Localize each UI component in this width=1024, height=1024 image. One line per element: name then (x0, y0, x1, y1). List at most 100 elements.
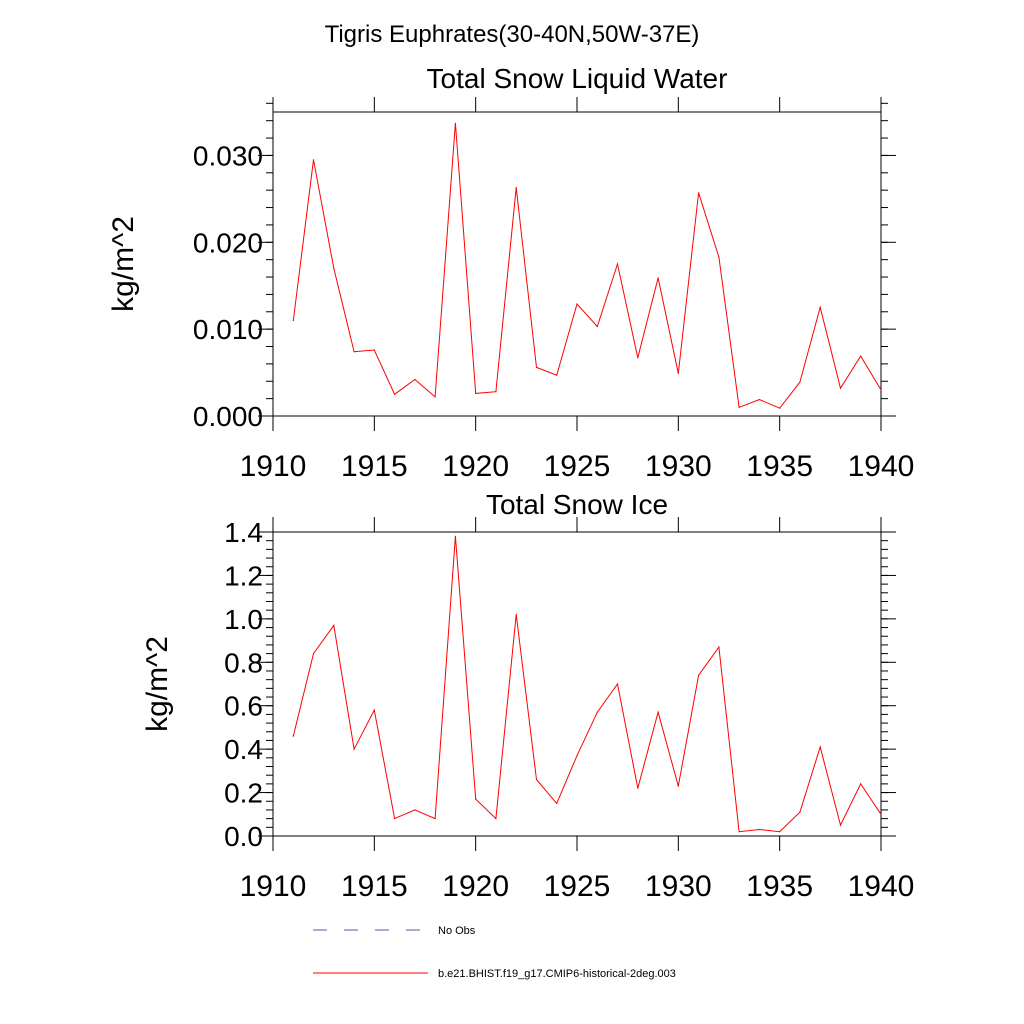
data-point (860, 355, 862, 357)
x-tick-label: 1940 (848, 450, 915, 483)
data-point (738, 831, 740, 833)
data-point (718, 646, 720, 648)
x-tick-label: 1930 (645, 450, 712, 483)
series-line-model (292, 123, 882, 409)
data-point (373, 349, 375, 351)
data-point (616, 263, 619, 265)
x-tick-label: 1935 (746, 450, 813, 483)
x-tick-label: 1940 (848, 870, 915, 903)
data-point (637, 357, 639, 359)
legend-entry-model: b.e21.BHIST.f19_g17.CMIP6-historical-2de… (313, 968, 676, 980)
data-point (839, 387, 842, 389)
data-point (312, 159, 315, 161)
data-point (698, 192, 700, 194)
data-point (596, 325, 598, 328)
data-point (394, 818, 396, 820)
data-point (292, 319, 294, 322)
legend: No Obs b.e21.BHIST.f19_g17.CMIP6-histori… (313, 925, 676, 980)
data-point (698, 674, 700, 676)
data-point (657, 277, 659, 279)
data-point (596, 711, 598, 713)
data-point (312, 653, 315, 655)
y-tick-label: 0.010 (193, 314, 263, 345)
data-point (880, 389, 882, 391)
panel-title: Total Snow Ice (486, 489, 668, 520)
data-point (535, 778, 538, 781)
data-point (576, 755, 578, 757)
y-tick-label: 0.030 (193, 140, 263, 171)
data-point (657, 711, 659, 713)
data-point (860, 783, 862, 785)
legend-label-model: b.e21.BHIST.f19_g17.CMIP6-historical-2de… (438, 968, 676, 980)
y-tick-label: 0.4 (224, 734, 263, 765)
x-tick-label: 1910 (240, 450, 307, 483)
data-point (799, 811, 801, 813)
panel-snow-ice: Total Snow Ice 0.0 0.2 0.4 0.6 0.8 1.0 1.2 1.4 19… (141, 489, 914, 903)
y-tick-label: 1.4 (224, 517, 263, 548)
y-tick-label: 1.0 (224, 604, 263, 635)
data-point (779, 407, 781, 409)
data-point (535, 366, 538, 368)
data-point (414, 809, 416, 811)
x-tick-label: 1935 (746, 870, 813, 903)
data-point (799, 381, 801, 383)
data-point (333, 624, 335, 627)
data-point (718, 256, 720, 258)
data-point (758, 398, 761, 401)
y-tick-label: 0.000 (193, 401, 263, 432)
y-tick-label: 0.8 (224, 647, 263, 678)
data-point (434, 396, 436, 398)
y-tick-label: 0.2 (224, 778, 263, 809)
data-point (292, 735, 294, 737)
data-point (576, 303, 578, 305)
data-point (616, 683, 619, 685)
legend-entry-no-obs: No Obs (313, 925, 476, 937)
data-point (515, 187, 517, 189)
data-point (880, 813, 882, 815)
x-tick-label: 1920 (442, 870, 509, 903)
x-tick-label: 1930 (645, 870, 712, 903)
data-point (394, 393, 396, 395)
plot-frame (272, 111, 882, 417)
panel-snow-liquid-water: Total Snow Liquid Water 0.000 0.010 0.020 0.… (107, 63, 914, 483)
page-title: Tigris Euphrates(30-40N,50W-37E) (325, 21, 700, 48)
data-point (515, 613, 517, 616)
data-point (779, 831, 781, 833)
y-axis-label: kg/m^2 (141, 636, 174, 732)
data-point (353, 748, 355, 750)
data-point (556, 374, 558, 376)
y-tick-label: 0.0 (224, 821, 263, 852)
data-point (353, 351, 355, 353)
panel-title: Total Snow Liquid Water (427, 63, 728, 94)
x-tick-label: 1925 (544, 870, 611, 903)
y-axis-label: kg/m^2 (107, 216, 140, 312)
data-point (819, 306, 821, 308)
x-tick-label: 1915 (341, 450, 408, 483)
data-point (414, 378, 416, 381)
data-point (758, 828, 761, 831)
x-tick-label: 1925 (544, 450, 611, 483)
data-point (454, 535, 456, 537)
x-tick-label: 1920 (442, 450, 509, 483)
x-tick-label: 1915 (341, 870, 408, 903)
y-tick-label: 0.020 (193, 227, 263, 258)
data-point (495, 391, 497, 393)
data-point (475, 392, 477, 394)
y-tick-label: 0.6 (224, 691, 263, 722)
data-point (839, 824, 842, 826)
x-tick-label: 1910 (240, 870, 307, 903)
data-point (677, 372, 679, 374)
data-point (434, 818, 436, 820)
data-point (495, 818, 497, 820)
data-point (475, 798, 477, 800)
data-point (738, 406, 740, 408)
data-point (333, 267, 335, 269)
legend-label-no-obs: No Obs (438, 925, 476, 937)
data-point (556, 802, 558, 805)
y-tick-label: 1.2 (224, 560, 263, 591)
series-line-model (292, 536, 882, 833)
data-point (819, 746, 821, 748)
data-point (373, 709, 375, 711)
data-point (677, 785, 679, 787)
